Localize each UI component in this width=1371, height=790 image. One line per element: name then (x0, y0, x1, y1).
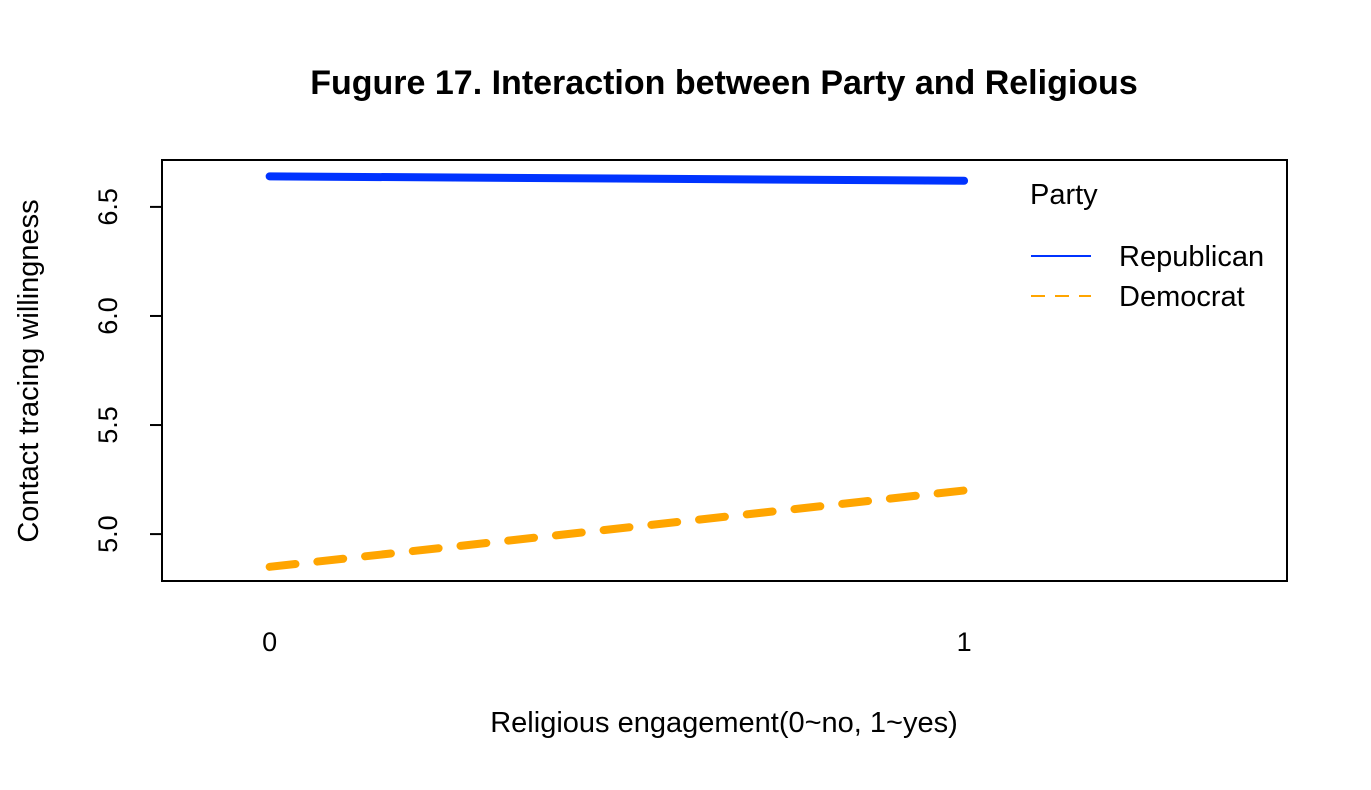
y-tick-label: 5.5 (93, 406, 123, 444)
legend-label-democrat: Democrat (1119, 281, 1245, 313)
y-tick-label: 6.5 (93, 188, 123, 226)
x-axis-title: Religious engagement(0~no, 1~yes) (490, 707, 958, 739)
series-layer (265, 172, 969, 571)
legend: Party Republican Democrat (1030, 179, 1264, 313)
y-tick-label: 6.0 (93, 297, 123, 335)
x-tick-label: 0 (262, 627, 277, 657)
legend-items: Republican Democrat (1031, 241, 1264, 313)
y-axis: 5.0 5.5 6.0 6.5 (93, 188, 162, 553)
y-axis-title: Contact tracing willingness (13, 199, 45, 542)
x-tick-label: 1 (957, 627, 972, 657)
series-line-democrat (265, 486, 969, 571)
chart-title: Fugure 17. Interaction between Party and… (310, 64, 1138, 102)
plot-area-frame (161, 159, 1288, 582)
legend-label-republican: Republican (1119, 241, 1264, 273)
series-line-republican (265, 172, 969, 185)
legend-title: Party (1030, 179, 1098, 211)
y-tick-label: 5.0 (93, 515, 123, 553)
